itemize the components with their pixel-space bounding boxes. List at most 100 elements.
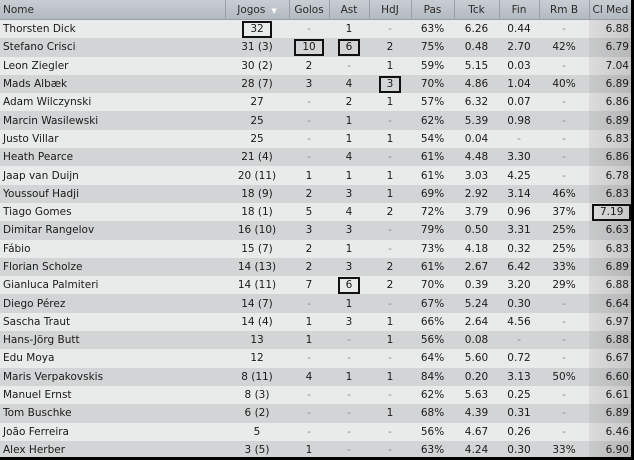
- table-row[interactable]: Florian Scholze 14 (13) 2 3 2 61% 2.67 6.42 33% 6…: [0, 257, 631, 277]
- cell-value: 27: [250, 96, 264, 109]
- cell-fin: 0.30: [499, 440, 539, 457]
- cell-value: 25%: [552, 242, 576, 255]
- table-row[interactable]: Fábio 15 (7) 2 1 - 73% 4.18 0.32 25% 6.83: [0, 239, 631, 258]
- cell-apps: 18 (9): [225, 184, 289, 203]
- cell-value: 61%: [420, 151, 445, 164]
- cell-rmb: -: [539, 111, 589, 130]
- cell-value: 62%: [420, 114, 445, 127]
- cell-apps: 16 (10): [225, 221, 289, 240]
- cell-value: 6.46: [605, 425, 629, 438]
- cell-potm: -: [369, 385, 411, 405]
- cell-goals: -: [289, 19, 329, 39]
- cell-value: 62%: [420, 389, 445, 402]
- cell-value: 6.64: [605, 297, 629, 310]
- cell-goals: -: [289, 148, 329, 167]
- cell-value: 6.86: [605, 96, 629, 109]
- table-row[interactable]: Thorsten Dick 32 - 1 - 63% 6.26 0.44 - 6.88: [0, 19, 631, 39]
- cell-value: 1: [305, 334, 313, 347]
- table-row[interactable]: Youssouf Hadji 18 (9) 2 3 1 69% 2.92 3.14 46% 6.8…: [0, 184, 631, 203]
- cell-value: 4.39: [464, 407, 489, 420]
- table-row[interactable]: Hans-Jörg Butt 13 1 - 1 56% 0.08 - - 6.88: [0, 331, 631, 350]
- column-header-goals[interactable]: Golos: [289, 0, 330, 20]
- cell-ast: 1: [329, 166, 369, 185]
- table-row[interactable]: Gianluca Palmiteri 14 (11) 7 6 2 70% 0.39 3.20 2…: [0, 276, 631, 295]
- cell-value: -: [562, 151, 566, 164]
- cell-ast: 3: [329, 184, 369, 203]
- cell-value: 4.24: [464, 443, 489, 456]
- cell-fin: 0.31: [499, 404, 539, 423]
- cell-value: 21 (4): [241, 151, 273, 164]
- cell-value: Gianluca Palmiteri: [3, 279, 99, 292]
- cell-tck: 0.20: [454, 367, 499, 386]
- column-header-rmb[interactable]: Rm B: [539, 0, 590, 20]
- table-row[interactable]: Maris Verpakovskis 8 (11) 4 1 1 84% 0.20 3.13 50…: [0, 367, 631, 386]
- cell-value: 14 (11): [237, 279, 277, 292]
- cell-goals: 1: [289, 312, 329, 332]
- cell-apps: 14 (13): [225, 257, 289, 277]
- cell-value: 6.88: [605, 23, 629, 36]
- cell-value: 4.56: [507, 315, 531, 328]
- cell-rating: 6.88: [589, 276, 631, 295]
- table-row[interactable]: Edu Moya 12 - - - 64% 5.60 0.72 - 6.67: [0, 349, 631, 368]
- cell-fin: 3.14: [499, 184, 539, 203]
- cell-goals: 4: [289, 367, 329, 386]
- cell-value: 37%: [552, 206, 576, 219]
- cell-value: 0.25: [507, 389, 531, 402]
- table-row[interactable]: Marcin Wasilewski 25 - 1 - 62% 5.39 0.98 - 6.89: [0, 111, 631, 130]
- cell-rmb: -: [539, 93, 589, 112]
- cell-value: 70%: [420, 279, 445, 292]
- column-header-name[interactable]: Nome: [0, 0, 226, 20]
- table-row[interactable]: Justo Villar 25 - 1 1 54% 0.04 - - 6.83: [0, 129, 631, 149]
- table-row[interactable]: Dimitar Rangelov 16 (10) 3 3 - 79% 0.50 3.31 25%…: [0, 221, 631, 240]
- cell-ast: 6: [329, 38, 369, 57]
- cell-value: 1.04: [507, 78, 531, 91]
- cell-potm: 1: [369, 166, 411, 185]
- cell-value: 1: [305, 315, 313, 328]
- cell-name: Hans-Jörg Butt: [0, 331, 225, 350]
- cell-tck: 5.15: [454, 56, 499, 75]
- table-row[interactable]: Leon Ziegler 30 (2) 2 - 1 59% 5.15 0.03 - 7.04: [0, 56, 631, 75]
- column-header-label: Nome: [3, 3, 34, 16]
- column-header-fin[interactable]: Fin: [499, 0, 540, 20]
- table-row[interactable]: Heath Pearce 21 (4) - 4 - 61% 4.48 3.30 - 6.86: [0, 148, 631, 167]
- cell-apps: 25: [225, 129, 289, 149]
- cell-value: 6.88: [605, 334, 629, 347]
- table-row[interactable]: Alex Herber 3 (5) 1 - - 63% 4.24 0.30 33% 6.90: [0, 440, 631, 457]
- table-row[interactable]: Diego Pérez 14 (7) - 1 - 67% 5.24 0.30 - 6.64: [0, 294, 631, 313]
- table-row[interactable]: Stefano Crisci 31 (3) 10 6 2 75% 0.48 2.70 42% 6.…: [0, 38, 631, 57]
- cell-tck: 0.50: [454, 221, 499, 240]
- table-row[interactable]: João Ferreira 5 - - - 56% 4.67 0.26 - 6.46: [0, 422, 631, 441]
- cell-value: -: [307, 114, 311, 127]
- table-row[interactable]: Sascha Traut 14 (4) 1 3 1 66% 2.64 4.56 - 6.97: [0, 312, 631, 332]
- cell-pas: 66%: [411, 312, 454, 332]
- column-header-potm[interactable]: HdJ: [369, 0, 412, 20]
- cell-value: -: [388, 151, 392, 164]
- column-header-label: Cl Med: [592, 3, 629, 16]
- column-header-rating[interactable]: Cl Med: [589, 0, 631, 20]
- table-row[interactable]: Jaap van Duijn 20 (11) 1 1 1 61% 3.03 4.25 - 6.78: [0, 166, 631, 185]
- table-row[interactable]: Tom Buschke 6 (2) - - 1 68% 4.39 0.31 - 6.89: [0, 404, 631, 423]
- table-row[interactable]: Mads Albæk 28 (7) 3 4 3 70% 4.86 1.04 40% 6.89: [0, 74, 631, 94]
- cell-rating: 6.78: [589, 166, 631, 185]
- cell-value: -: [388, 114, 392, 127]
- table-row[interactable]: Manuel Ernst 8 (3) - - - 62% 5.63 0.25 - 6.61: [0, 385, 631, 405]
- cell-value: 3.03: [464, 169, 489, 182]
- column-header-apps[interactable]: Jogos ▼: [225, 0, 290, 20]
- cell-apps: 28 (7): [225, 74, 289, 94]
- highlighted-value: 6: [337, 276, 361, 294]
- column-header-pas[interactable]: Pas: [411, 0, 455, 20]
- table-row[interactable]: Adam Wilczynski 27 - 2 1 57% 6.32 0.07 - 6.86: [0, 93, 631, 112]
- column-header-label: Ast: [340, 3, 358, 16]
- cell-pas: 56%: [411, 422, 454, 441]
- cell-value: 6.78: [605, 169, 629, 182]
- cell-rating: 6.86: [589, 148, 631, 167]
- table-row[interactable]: Tiago Gomes 18 (1) 5 4 2 72% 3.79 0.96 37% 7.19: [0, 202, 631, 222]
- cell-goals: -: [289, 294, 329, 313]
- column-header-tck[interactable]: Tck: [454, 0, 500, 20]
- cell-rmb: 46%: [539, 184, 589, 203]
- cell-tck: 0.39: [454, 276, 499, 295]
- column-header-ast[interactable]: Ast: [329, 0, 370, 20]
- cell-potm: 1: [369, 404, 411, 423]
- cell-value: 6.61: [605, 389, 629, 402]
- cell-value: 28 (7): [241, 78, 273, 91]
